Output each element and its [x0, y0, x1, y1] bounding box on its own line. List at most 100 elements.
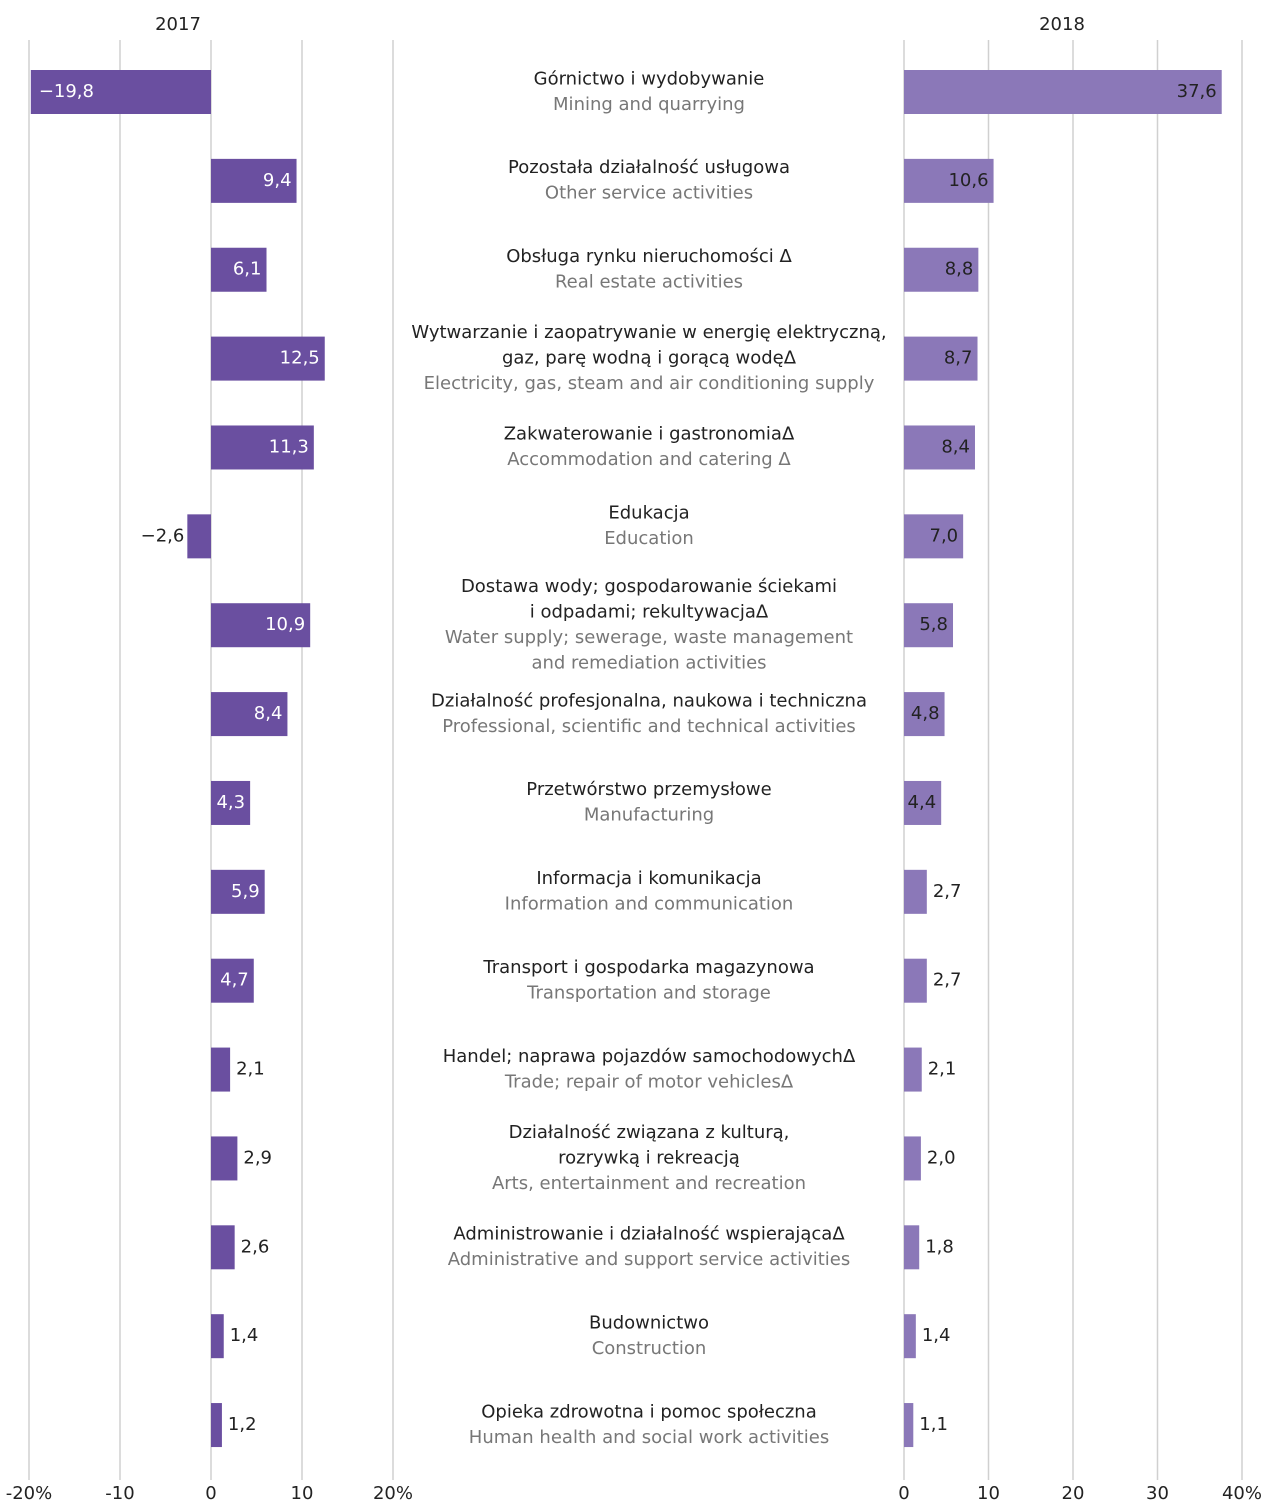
bar: [211, 692, 288, 737]
category-label: i odpadami; rekultywacjaΔ: [530, 601, 769, 622]
category-label: Edukacja: [608, 503, 689, 524]
category-label-en: Construction: [592, 1338, 707, 1359]
category-label-en: Other service activities: [545, 183, 753, 204]
category-label: Działalność profesjonalna, naukowa i tec…: [431, 690, 867, 711]
value-label: 2,1: [928, 1059, 957, 1080]
bar: [904, 692, 945, 737]
value-label: 8,8: [945, 259, 974, 280]
category-label: Dostawa wody; gospodarowanie ściekami: [461, 576, 837, 597]
bar: [211, 780, 251, 825]
bar: [211, 158, 297, 203]
bar: [904, 336, 978, 381]
bar: [904, 1136, 921, 1181]
value-label: 8,4: [941, 436, 970, 457]
bar: [30, 70, 211, 114]
bar: [211, 247, 267, 292]
category-label-en: Real estate activities: [555, 271, 743, 292]
category-label-en: Manufacturing: [584, 805, 714, 826]
category-label-en: Transportation and storage: [526, 982, 771, 1003]
value-label: 2,7: [933, 970, 962, 991]
category-label-en: Professional, scientific and technical a…: [442, 716, 856, 737]
category-label: Administrowanie i działalność wspierając…: [453, 1224, 845, 1245]
value-label: 1,1: [919, 1414, 948, 1435]
bar: [211, 1403, 222, 1448]
x-tick-label: 10: [977, 1483, 1000, 1502]
category-label-en: Accommodation and catering Δ: [507, 449, 791, 470]
value-label: 1,8: [925, 1236, 954, 1257]
x-tick-label: 20%: [373, 1483, 413, 1502]
bar: [211, 958, 254, 1003]
category-label: Wytwarzanie i zaopatrywanie w energię el…: [411, 322, 886, 343]
category-label-en: Arts, entertainment and recreation: [492, 1173, 806, 1194]
value-label: 4,8: [911, 703, 940, 724]
value-label: 12,5: [280, 348, 320, 369]
x-tick-label: 40%: [1222, 1483, 1262, 1502]
bar: [211, 336, 325, 381]
category-label: Budownictwo: [589, 1312, 709, 1333]
value-label: 1,2: [228, 1414, 257, 1435]
value-label: 11,3: [269, 436, 309, 457]
category-label: Informacja i komunikacja: [536, 868, 761, 889]
x-tick-label: 0: [898, 1483, 909, 1502]
x-tick-label: -10: [105, 1483, 134, 1502]
category-label: rozrywką i rekreacją: [558, 1147, 740, 1168]
category-label: Opieka zdrowotna i pomoc społeczna: [481, 1401, 817, 1422]
bar: [211, 869, 265, 914]
bar: [904, 1225, 920, 1270]
category-label-en: Information and communication: [505, 894, 794, 915]
x-tick-label: 30: [1146, 1483, 1169, 1502]
value-label: 8,7: [944, 348, 973, 369]
category-label-en: Education: [604, 528, 694, 549]
category-label-en: Trade; repair of motor vehiclesΔ: [504, 1071, 794, 1092]
bar: [904, 958, 927, 1003]
bar: [904, 158, 994, 203]
category-label-en: Administrative and support service activ…: [448, 1249, 851, 1270]
value-label: 10,6: [948, 170, 988, 191]
category-label: Transport i gospodarka magazynowa: [482, 957, 814, 978]
category-label: Działalność związana z kulturą,: [509, 1122, 790, 1143]
category-label: Pozostała działalność usługowa: [508, 157, 790, 178]
bar: [904, 603, 954, 648]
value-label: 9,4: [263, 170, 292, 191]
value-label: 4,4: [908, 792, 937, 813]
bar: [211, 1136, 238, 1181]
category-label: Zakwaterowanie i gastronomiaΔ: [504, 424, 795, 445]
bar: [904, 425, 975, 470]
category-label: Obsługa rynku nieruchomości Δ: [506, 246, 792, 267]
value-label: 1,4: [230, 1325, 259, 1346]
value-label: 5,9: [231, 881, 260, 902]
category-label: Górnictwo i wydobywanie: [534, 68, 765, 89]
bar: [904, 780, 942, 825]
bar: [187, 514, 211, 559]
value-label: 2,0: [927, 1147, 956, 1168]
value-label: 2,6: [241, 1236, 270, 1257]
category-label-en: Electricity, gas, steam and air conditio…: [424, 373, 875, 394]
bar: [211, 1225, 235, 1270]
value-label: 37,6: [1177, 81, 1217, 102]
value-label: 6,1: [233, 259, 262, 280]
value-label: −19,8: [39, 81, 94, 102]
value-label: 2,9: [243, 1147, 272, 1168]
x-tick-label: 20: [1062, 1483, 1085, 1502]
value-label: 8,4: [254, 703, 283, 724]
x-tick-label: 0: [205, 1483, 216, 1502]
value-label: 7,0: [930, 525, 959, 546]
category-label: Handel; naprawa pojazdów samochodowychΔ: [443, 1046, 856, 1067]
value-label: 4,7: [220, 970, 249, 991]
category-label-en: Mining and quarrying: [553, 94, 745, 115]
value-label: 2,1: [236, 1059, 265, 1080]
value-label: 10,9: [265, 614, 305, 635]
bar: [904, 1314, 916, 1359]
category-label: gaz, parę wodną i gorącą wodęΔ: [502, 348, 797, 369]
category-label: Przetwórstwo przemysłowe: [526, 779, 771, 800]
bar: [904, 1403, 914, 1448]
bar: [904, 247, 979, 292]
bar: [904, 1047, 922, 1092]
bar: [904, 869, 927, 914]
bar: [211, 603, 311, 648]
x-tick-label: 10: [291, 1483, 314, 1502]
bar: [904, 514, 964, 559]
panel-title: 2017: [155, 14, 201, 35]
value-label: 1,4: [922, 1325, 951, 1346]
